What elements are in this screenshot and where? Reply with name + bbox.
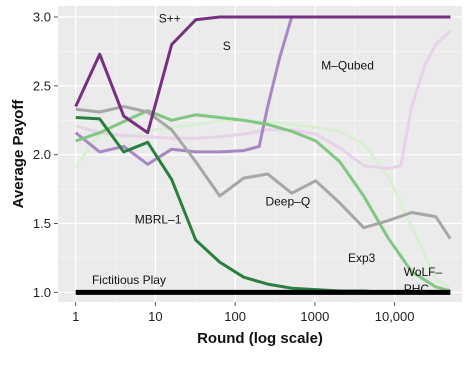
series-label-s--line: S++	[159, 12, 181, 26]
series-label-exp3: Exp3	[348, 251, 376, 265]
y-tick-label: 2.5	[33, 78, 51, 93]
x-tick-label: 100	[224, 309, 246, 324]
x-tick-label: 1	[72, 309, 79, 324]
series-label-mbrl-1: MBRL–1	[135, 213, 182, 227]
series-label-wolf-phc: WoLF– PHC	[404, 265, 443, 296]
series-label-mbrl-1-line: MBRL–1	[135, 213, 182, 227]
series-label-fictitious-play-line: Fictitious Play	[92, 273, 166, 287]
series-line-s-	[74, 15, 451, 135]
series-label-m-qubed: M–Qubed	[321, 58, 374, 72]
series-line-exp3	[75, 109, 451, 293]
y-tick-label: 1.5	[33, 216, 51, 231]
y-axis-title: Average Payoff	[10, 99, 27, 209]
x-axis-title: Round (log scale)	[197, 330, 323, 347]
series-label-deep-q-line: Deep–Q	[265, 195, 310, 209]
series-label-m-qubed-line: M–Qubed	[321, 58, 374, 72]
series-label-wolf-phc-line: WoLF–	[404, 265, 443, 279]
series-label-exp3-line: Exp3	[348, 251, 376, 265]
y-tick-label: 1.0	[33, 285, 51, 300]
series-line-deep-q	[75, 105, 452, 240]
axis-ticks: 1.0 1.5 2.0 2.5 3.0 1 10 100 1000 10,000	[33, 10, 415, 324]
series-labels: WoLF– PHC M–Qubed S Exp3 Deep–Q S++ MBRL–1 Ficti…	[92, 12, 443, 296]
series-label-s: S	[223, 39, 231, 53]
series-label-s-line: S	[223, 39, 231, 53]
y-tick-label: 3.0	[33, 10, 51, 25]
x-tick-label: 1000	[300, 309, 329, 324]
y-tick-label: 2.0	[33, 147, 51, 162]
x-tick-label: 10	[148, 309, 162, 324]
series-label-wolf-phc-line: PHC	[404, 282, 430, 296]
series-label-deep-q: Deep–Q	[265, 195, 310, 209]
series-label-fictitious-play: Fictitious Play	[92, 273, 166, 287]
series-line-wolf-phc	[74, 118, 452, 290]
x-tick-label: 10,000	[375, 309, 415, 324]
series-label-s-: S++	[159, 12, 181, 26]
series-lines	[74, 15, 452, 295]
